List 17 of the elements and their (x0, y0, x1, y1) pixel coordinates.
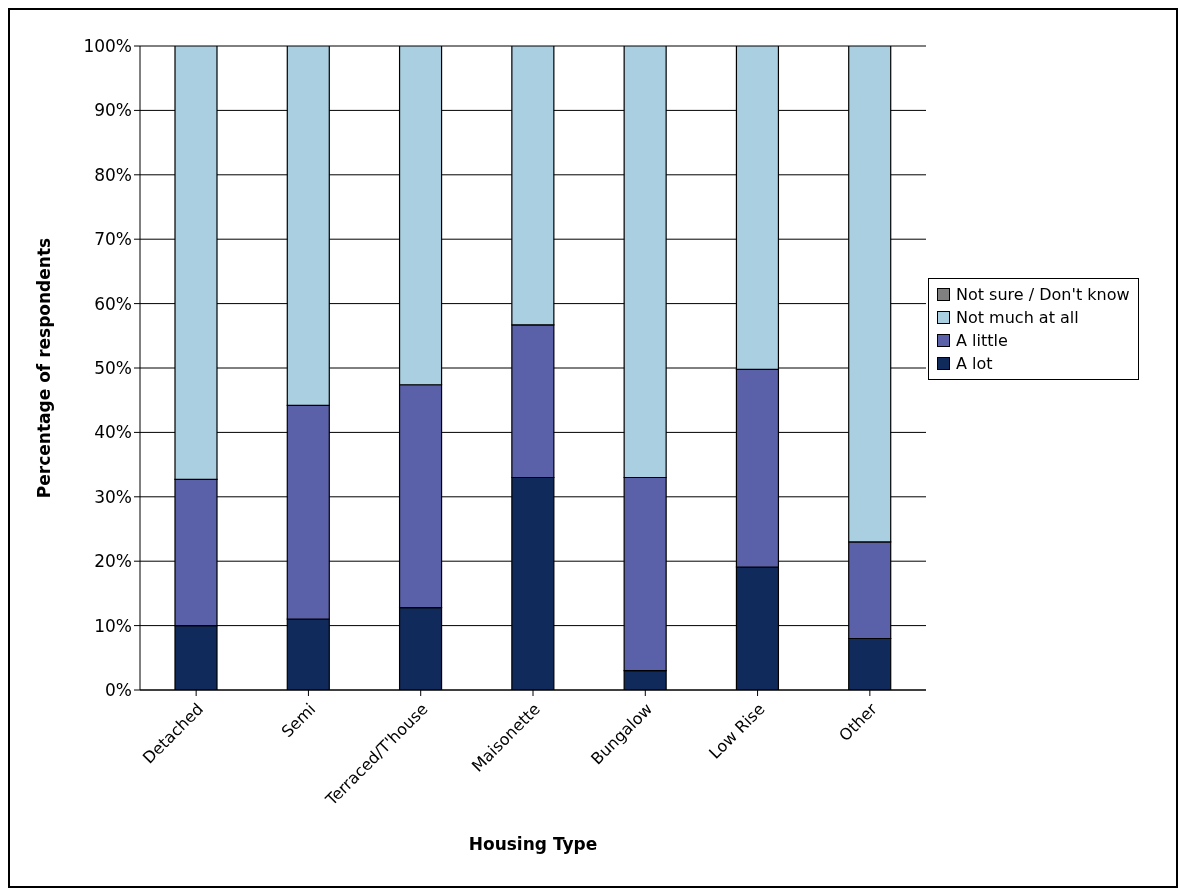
y-tick-label: 60% (94, 293, 132, 314)
y-tick-label: 10% (94, 615, 132, 636)
y-tick-label: 70% (94, 229, 132, 250)
y-tick-label: 30% (94, 486, 132, 507)
y-tick-label: 90% (94, 100, 132, 121)
y-tick-label: 20% (94, 551, 132, 572)
y-tick-label: 50% (94, 358, 132, 379)
y-axis-title: Percentage of respondents (34, 237, 55, 499)
legend-label: A little (956, 330, 1008, 352)
x-axis-title: Housing Type (468, 834, 598, 854)
y-tick-label: 40% (94, 422, 132, 443)
y-tick-label: 0% (105, 680, 132, 701)
legend-label: Not sure / Don't know (956, 284, 1130, 306)
y-tick-label: 100% (83, 36, 132, 57)
y-tick-label: 80% (94, 164, 132, 185)
legend-label: Not much at all (956, 307, 1079, 329)
legend-label: A lot (956, 353, 993, 375)
